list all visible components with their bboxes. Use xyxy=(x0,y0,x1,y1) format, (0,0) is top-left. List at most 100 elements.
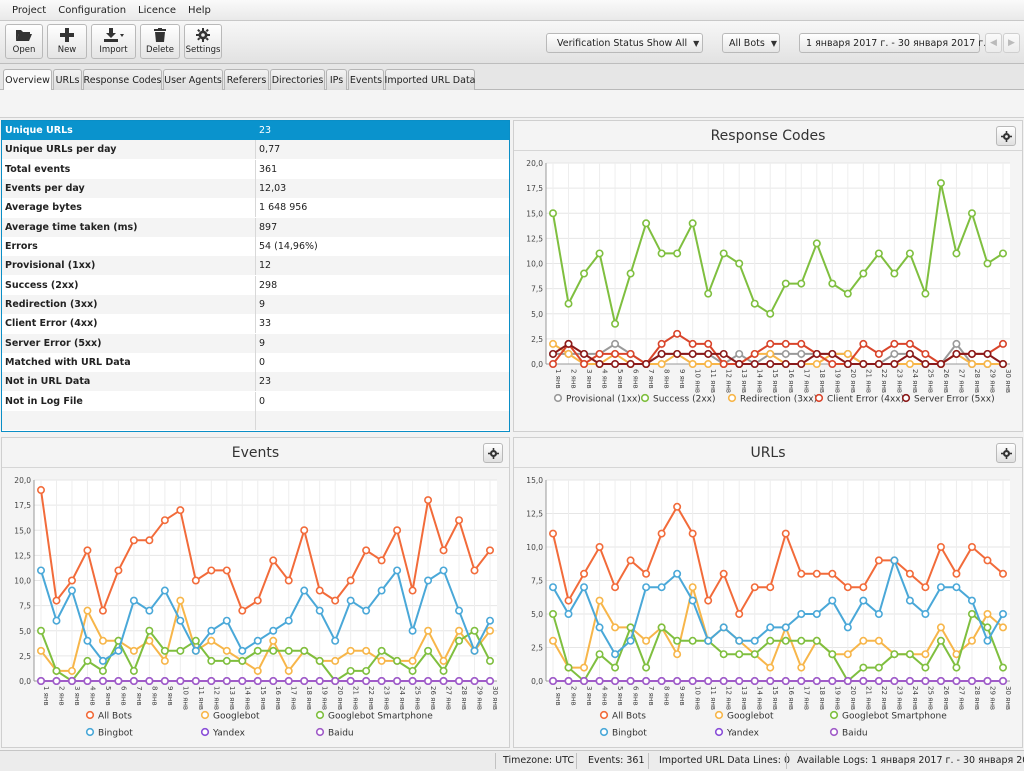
data-point xyxy=(315,606,324,615)
legend-marker xyxy=(553,393,563,403)
tab-referers[interactable]: Referers xyxy=(224,69,269,90)
data-point xyxy=(408,666,417,675)
bots-value: All Bots xyxy=(729,37,765,49)
events-settings-button[interactable] xyxy=(483,443,503,463)
data-point xyxy=(952,249,961,258)
data-point xyxy=(704,349,713,358)
data-point xyxy=(828,569,837,578)
stats-row[interactable]: Not in URL Data 23 xyxy=(2,372,509,392)
legend-label: Baidu xyxy=(328,728,354,738)
response-codes-title: Response Codes xyxy=(514,121,1022,151)
legend-label: Baidu xyxy=(842,728,868,738)
gear-icon xyxy=(487,447,499,459)
series xyxy=(548,677,1007,686)
data-point xyxy=(704,636,713,645)
data-point xyxy=(36,677,45,686)
bots-select[interactable]: All Bots ▼ xyxy=(722,33,780,53)
tab-urls[interactable]: URLs xyxy=(53,69,82,90)
tab-overview[interactable]: Overview xyxy=(3,69,52,91)
x-tick-label: 15 янв xyxy=(259,686,267,710)
data-point xyxy=(983,636,992,645)
data-point xyxy=(408,626,417,635)
data-point xyxy=(797,279,806,288)
stats-metric-value: 33 xyxy=(259,318,272,330)
menu-project[interactable]: Project xyxy=(12,4,47,16)
series-line xyxy=(552,504,1004,617)
menu-configuration[interactable]: Configuration xyxy=(58,4,127,16)
x-tick-label: 2 янв xyxy=(570,686,578,706)
tab-response-codes[interactable]: Response Codes xyxy=(83,69,162,90)
data-point xyxy=(145,677,154,686)
stats-row[interactable]: Client Error (4xx) 33 xyxy=(2,314,509,334)
tab-directories[interactable]: Directories xyxy=(270,69,325,90)
stats-row[interactable]: Redirection (3xx) 9 xyxy=(2,294,509,314)
data-point xyxy=(719,677,728,686)
stats-row[interactable]: Average time taken (ms) 897 xyxy=(2,217,509,237)
x-tick-label: 26 янв xyxy=(429,686,437,710)
data-point xyxy=(564,610,573,619)
next-period-button[interactable]: ▶ xyxy=(1003,33,1020,53)
data-point xyxy=(362,677,371,686)
tab-user-agents[interactable]: User Agents xyxy=(163,69,223,90)
stats-metric-value: 361 xyxy=(259,163,278,175)
data-point xyxy=(967,543,976,552)
data-point xyxy=(812,636,821,645)
stats-row[interactable]: Provisional (1xx) 12 xyxy=(2,256,509,276)
stats-row[interactable]: Average bytes 1 648 956 xyxy=(2,198,509,218)
data-point xyxy=(998,249,1007,258)
stats-row[interactable]: Not in Log File 0 xyxy=(2,391,509,411)
x-tick-label: 3 янв xyxy=(585,686,593,706)
x-tick-label: 20 янв xyxy=(849,369,857,393)
x-tick-label: 25 янв xyxy=(926,686,934,710)
data-point xyxy=(238,646,247,655)
menu-help[interactable]: Help xyxy=(188,4,211,16)
data-point xyxy=(129,596,138,605)
urls-settings-button[interactable] xyxy=(996,443,1016,463)
x-tick-label: 22 янв xyxy=(880,369,888,393)
new-button[interactable]: New xyxy=(47,24,87,59)
data-point xyxy=(331,656,340,665)
import-button[interactable]: Import xyxy=(91,24,136,59)
data-point xyxy=(828,596,837,605)
y-tick-label: 17,5 xyxy=(526,184,543,193)
data-point xyxy=(67,666,76,675)
data-point xyxy=(548,360,557,369)
tab-imported-url-data[interactable]: Imported URL Data xyxy=(385,69,476,90)
response-codes-settings-button[interactable] xyxy=(996,126,1016,146)
x-tick-label: 24 янв xyxy=(911,369,919,393)
legend-label: Redirection (3xx) xyxy=(740,394,817,404)
previous-period-button[interactable]: ◀ xyxy=(985,33,1002,53)
stats-row[interactable]: Events per day 12,03 xyxy=(2,178,509,198)
legend-label: Bingbot xyxy=(612,728,647,738)
date-range-select[interactable]: 1 января 2017 г. - 30 января 2017 г. ▼ xyxy=(799,33,998,53)
stats-row[interactable]: Success (2xx) 298 xyxy=(2,275,509,295)
data-point xyxy=(36,486,45,495)
settings-button[interactable]: Settings xyxy=(184,24,222,59)
y-tick-label: 12,5 xyxy=(14,551,31,560)
stats-row[interactable]: Total events 361 xyxy=(2,159,509,179)
tab-events[interactable]: Events xyxy=(348,69,384,90)
data-point xyxy=(874,663,883,672)
x-tick-label: 25 янв xyxy=(926,369,934,393)
stats-row[interactable]: Server Error (5xx) 9 xyxy=(2,333,509,353)
menu-licence[interactable]: Licence xyxy=(138,4,177,16)
stats-row[interactable]: Unique URLs per day 0,77 xyxy=(2,140,509,160)
data-point xyxy=(331,596,340,605)
open-button[interactable]: Open xyxy=(5,24,43,59)
y-tick-label: 7,5 xyxy=(531,577,543,586)
data-point xyxy=(967,677,976,686)
data-point xyxy=(657,249,666,258)
x-tick-label: 5 янв xyxy=(104,686,112,706)
verification-status-select[interactable]: Verification Status Show All ▼ xyxy=(546,33,703,53)
delete-button[interactable]: Delete xyxy=(140,24,180,59)
stats-row[interactable]: Unique URLs 23 xyxy=(2,121,509,140)
data-point xyxy=(642,636,651,645)
data-point xyxy=(874,677,883,686)
tab-ips[interactable]: IPs xyxy=(326,69,347,90)
stats-row[interactable]: Errors 54 (14,96%) xyxy=(2,236,509,256)
data-point xyxy=(393,566,402,575)
stats-row[interactable]: Matched with URL Data 0 xyxy=(2,352,509,372)
data-point xyxy=(905,339,914,348)
data-point xyxy=(890,650,899,659)
data-point xyxy=(455,516,464,525)
